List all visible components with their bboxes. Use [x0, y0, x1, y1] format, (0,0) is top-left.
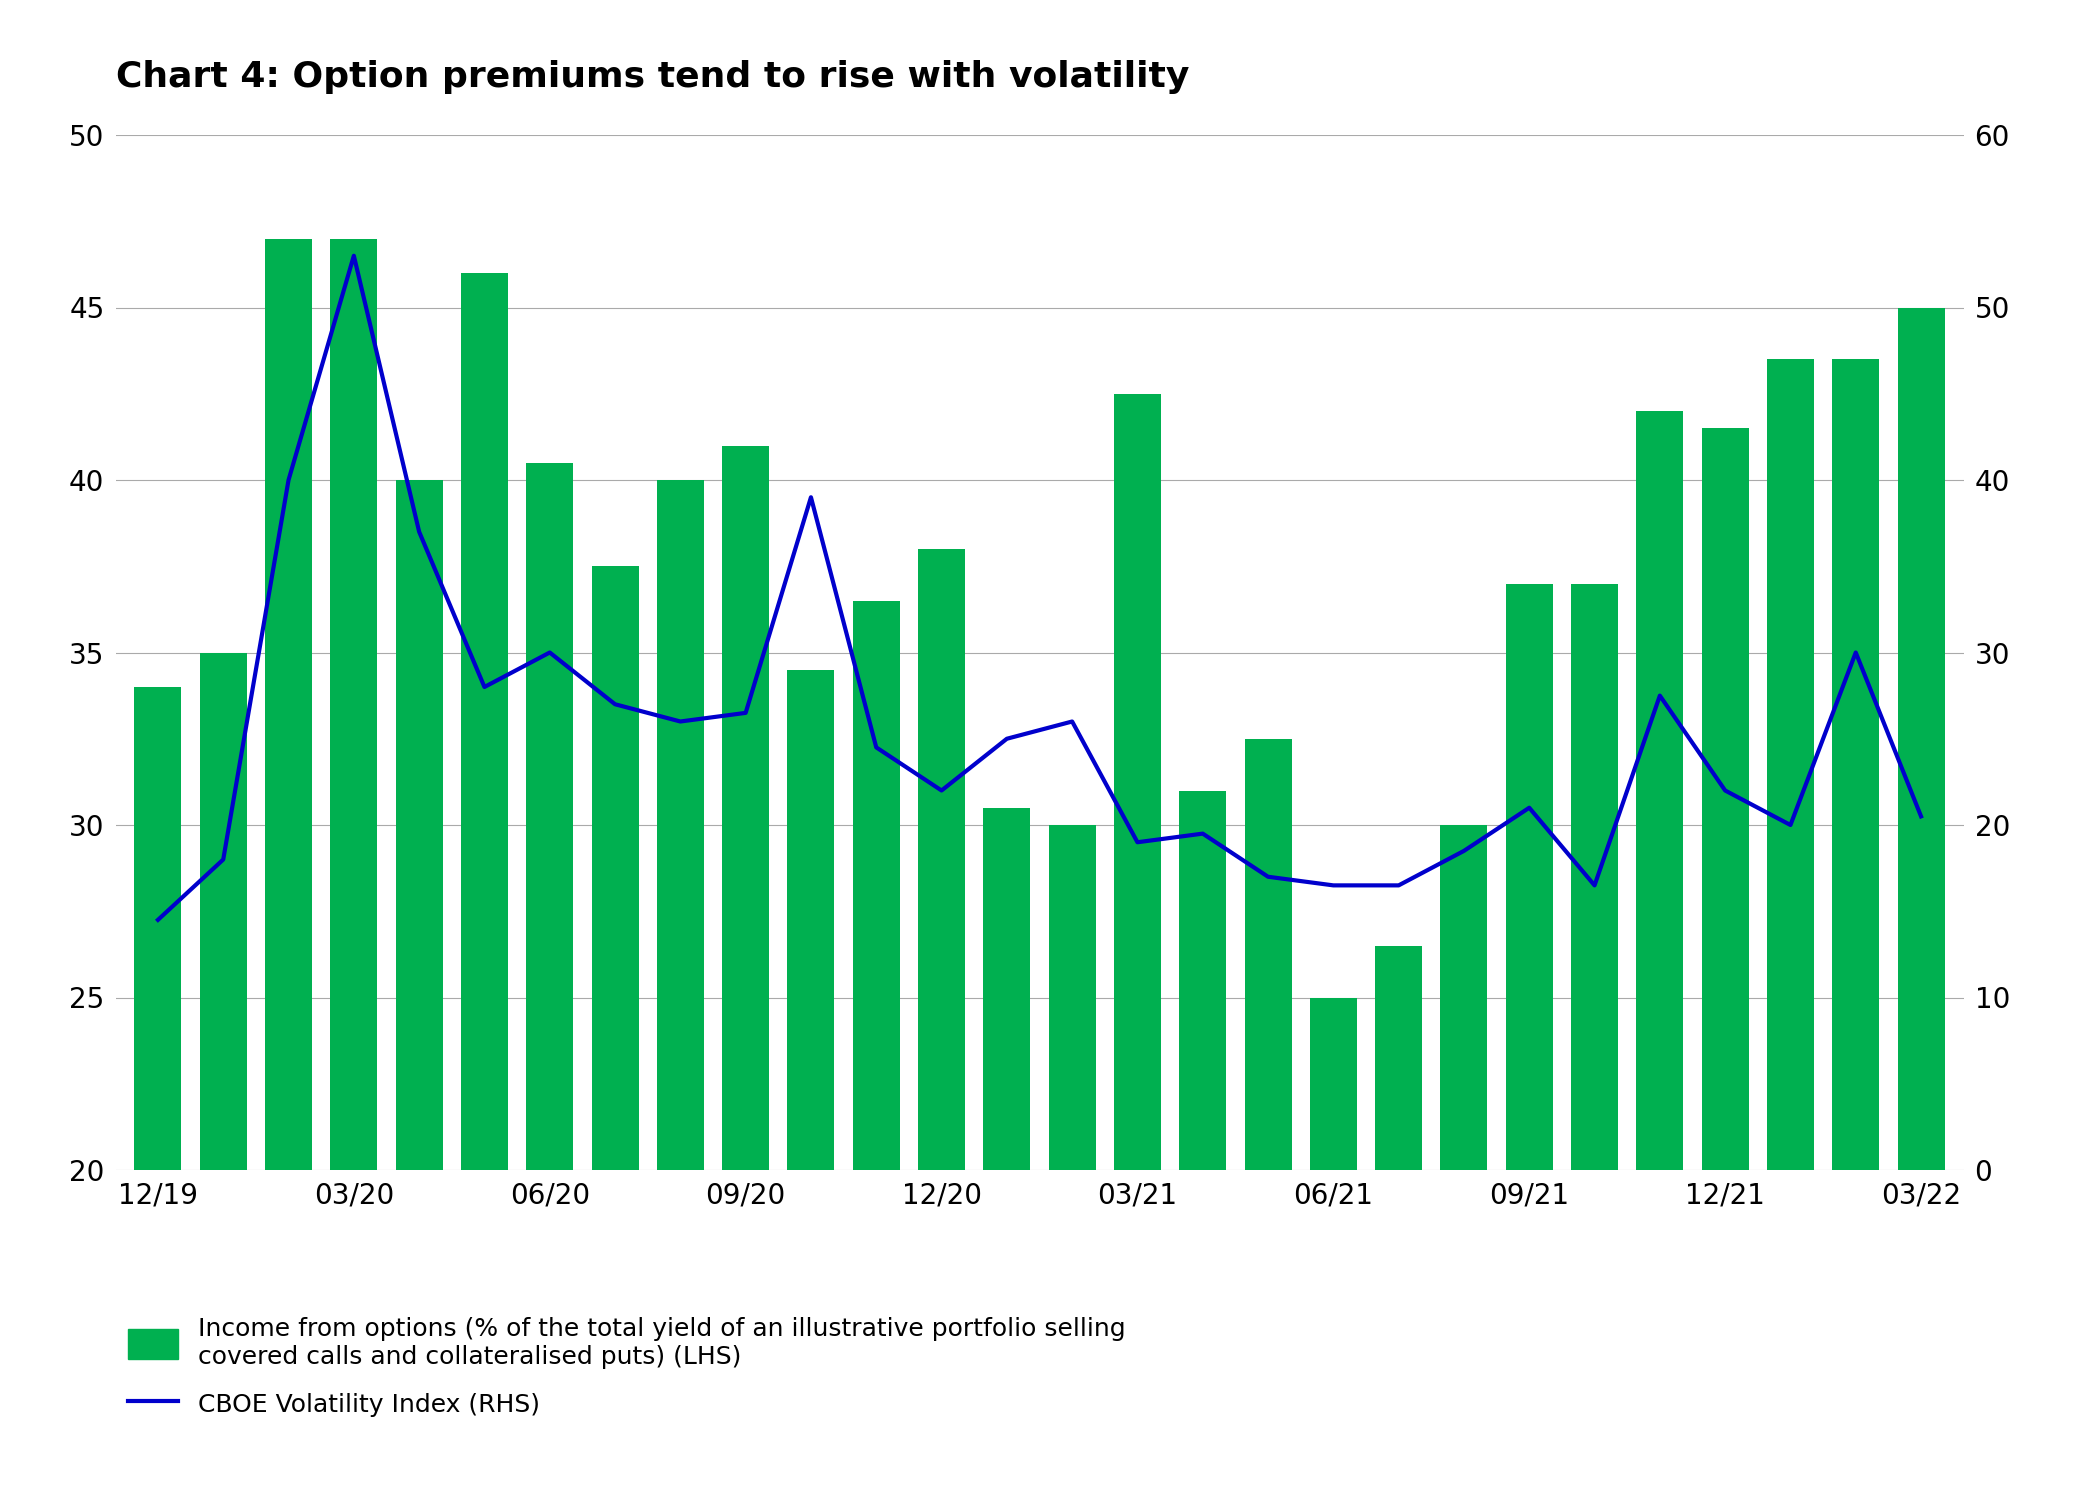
Bar	[983, 807, 1031, 1170]
Bar	[1766, 360, 1814, 1170]
Bar	[1506, 584, 1552, 1170]
Bar	[1048, 825, 1096, 1170]
Bar	[200, 652, 248, 1170]
Legend: Income from options (% of the total yield of an illustrative portfolio selling
c: Income from options (% of the total yiel…	[128, 1317, 1126, 1419]
Text: Chart 4: Option premiums tend to rise with volatility: Chart 4: Option premiums tend to rise wi…	[116, 60, 1189, 94]
Bar	[1180, 790, 1226, 1170]
Bar	[330, 238, 378, 1170]
Bar	[1831, 360, 1880, 1170]
Bar	[1701, 429, 1749, 1170]
Bar	[134, 687, 181, 1170]
Bar	[592, 567, 638, 1170]
Bar	[265, 238, 313, 1170]
Bar	[1376, 946, 1422, 1170]
Bar	[1898, 308, 1945, 1170]
Bar	[460, 273, 508, 1170]
Bar	[1571, 584, 1619, 1170]
Bar	[1310, 998, 1357, 1170]
Bar	[657, 480, 704, 1170]
Bar	[788, 669, 834, 1170]
Bar	[1636, 411, 1684, 1170]
Bar	[918, 549, 966, 1170]
Bar	[722, 446, 769, 1170]
Bar	[527, 462, 573, 1170]
Bar	[853, 600, 899, 1170]
Bar	[1441, 825, 1487, 1170]
Bar	[395, 480, 443, 1170]
Bar	[1245, 740, 1292, 1170]
Bar	[1113, 394, 1161, 1170]
